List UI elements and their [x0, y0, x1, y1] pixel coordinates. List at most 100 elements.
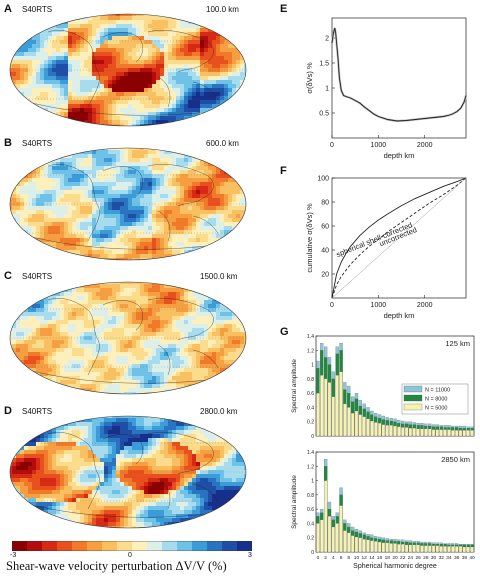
x-tick-label: 14 [369, 555, 375, 561]
x-tick-label: 6 [340, 555, 343, 561]
y-tick-label: 80 [321, 200, 329, 207]
map-outline [9, 147, 247, 261]
std-dev-depth-chart: 0 1000 2000 0.5 1 1.5 2 depth km σ(δVs) % [305, 17, 468, 160]
bar-n5000 [320, 519, 324, 553]
y-tick-label: 0.8 [307, 377, 314, 383]
bar-n5000 [470, 546, 474, 553]
bar-n5000 [397, 544, 401, 553]
bar-n5000 [443, 429, 447, 437]
bar-n5000 [366, 539, 370, 553]
bar-n5000 [412, 544, 416, 553]
bar-n5000 [324, 378, 328, 437]
bar-n5000 [439, 429, 443, 437]
colorbar-swatch [147, 541, 163, 551]
x-tick-label: 2 [324, 555, 327, 561]
x-tick-label: 1000 [371, 302, 387, 309]
bar-n5000 [401, 544, 405, 553]
bar-n5000 [435, 429, 440, 437]
map-graticule [10, 174, 246, 234]
bar-n5000 [412, 428, 416, 437]
bar-n5000 [404, 544, 409, 553]
panel-letter-c: C [4, 270, 12, 282]
bar-n5000 [462, 430, 466, 437]
y-tick-label: 0 [311, 550, 314, 556]
bar-n5000 [335, 375, 339, 437]
bar-n5000 [374, 422, 378, 437]
map-depth-b: 600.0 km [206, 139, 239, 148]
y-tick-label: 0 [311, 434, 314, 440]
series-line [331, 177, 467, 299]
bar-n5000 [320, 375, 324, 437]
colorbar-swatch [117, 541, 133, 551]
bar-n5000 [466, 546, 470, 553]
x-tick-label: 4 [332, 555, 335, 561]
colorbar-tick-max: 3 [248, 552, 252, 559]
bar-n5000 [435, 545, 440, 553]
x-tick-label: 1000 [371, 142, 387, 149]
depth-label: 2850 km [441, 455, 470, 464]
legend-swatch [403, 403, 423, 411]
bar-n5000 [347, 407, 351, 437]
bar-n5000 [424, 428, 428, 437]
bar-n5000 [470, 430, 474, 437]
bar-n5000 [466, 430, 470, 437]
colorbar-label: Shear-wave velocity perturbation ΔV/V (%… [6, 559, 227, 573]
panel-letter-g: G [280, 326, 289, 338]
colorbar [12, 541, 252, 551]
bar-n5000 [327, 382, 332, 437]
bar-n5000 [381, 542, 386, 553]
bar-n5000 [343, 403, 347, 437]
bar-n5000 [385, 425, 389, 437]
depth-label: 125 km [445, 339, 470, 348]
y-tick-label: 0.8 [307, 493, 314, 499]
map-depth-d: 2800.0 km [200, 407, 238, 416]
y-tick-label: 1 [325, 86, 329, 93]
map-coastlines [27, 432, 219, 518]
x-axis-label: depth km [384, 151, 415, 160]
map-outline [9, 415, 247, 529]
x-tick-label: 8 [347, 555, 350, 561]
y-tick-label: 0.4 [307, 405, 314, 411]
colorbar-tick-zero: 0 [128, 552, 132, 559]
x-tick-label: 2000 [417, 302, 433, 309]
spectral-amplitude-2850km-chart: 0 0.2 0.4 0.6 0.8 1 1.2 1.4 2850 km Spectral ampl… [291, 450, 475, 570]
bar-n5000 [327, 516, 332, 553]
bar-n5000 [370, 420, 374, 437]
y-tick-label: 2 [325, 36, 329, 43]
colorbar-swatch [42, 541, 58, 551]
x-tick-label: 20 [392, 555, 398, 561]
bar-n5000 [350, 535, 355, 553]
y-tick-label: 20 [321, 272, 329, 279]
bar-n5000 [335, 523, 339, 553]
bar-n5000 [416, 428, 420, 437]
colorbar-swatch [12, 541, 28, 551]
y-tick-label: 1.2 [307, 464, 314, 470]
x-tick-label: 10 [354, 555, 360, 561]
panel-letter-e: E [280, 3, 288, 15]
bar-n5000 [408, 428, 413, 437]
bar-n5000 [358, 537, 362, 553]
x-tick-label: 40 [469, 555, 475, 561]
spectral-amplitude-125km-chart: 0 0.2 0.4 0.6 0.8 1 1.2 1.4 125 km Spectral ampli… [291, 334, 475, 440]
map-graticule [10, 308, 246, 368]
legend-label: N = 8000 [425, 397, 447, 403]
legend-swatch [403, 385, 423, 393]
bar-n5000 [339, 371, 343, 437]
map-coastlines [27, 30, 219, 116]
bar-n5000 [350, 413, 355, 437]
bar-n5000 [331, 396, 335, 437]
bar-n5000 [420, 545, 424, 553]
map-title-c: S40RTS [22, 272, 53, 281]
legend-swatch [403, 394, 423, 402]
map-outline [9, 281, 247, 395]
bar-n5000 [404, 427, 409, 437]
y-axis-label: Spectral amplitude [291, 359, 298, 413]
bar-n5000 [416, 544, 420, 553]
bar-n5000 [424, 545, 428, 553]
tomography-map-1500km [9, 281, 247, 395]
map-coastlines [27, 298, 219, 384]
legend-label: N = 11000 [425, 388, 450, 394]
colorbar-swatch [162, 541, 178, 551]
panel-letter-a: A [4, 3, 12, 15]
x-tick-label: 2000 [417, 142, 433, 149]
